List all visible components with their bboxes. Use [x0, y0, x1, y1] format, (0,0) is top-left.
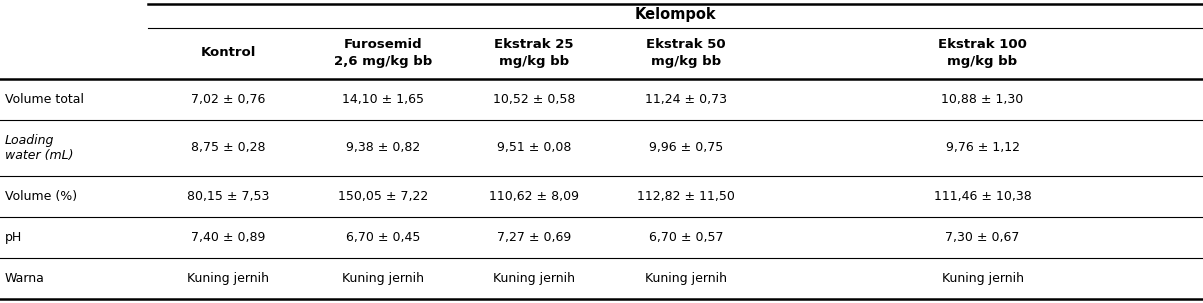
Text: Volume total: Volume total: [5, 93, 84, 106]
Text: 9,38 ± 0,82: 9,38 ± 0,82: [346, 142, 420, 155]
Text: 8,75 ± 0,28: 8,75 ± 0,28: [191, 142, 265, 155]
Text: 10,52 ± 0,58: 10,52 ± 0,58: [493, 93, 575, 106]
Text: Kuning jernih: Kuning jernih: [942, 272, 1024, 285]
Text: 7,40 ± 0,89: 7,40 ± 0,89: [191, 231, 265, 244]
Text: Furosemid
2,6 mg/kg bb: Furosemid 2,6 mg/kg bb: [334, 38, 432, 68]
Text: 80,15 ± 7,53: 80,15 ± 7,53: [186, 190, 269, 203]
Text: Kontrol: Kontrol: [201, 46, 256, 59]
Text: Kelompok: Kelompok: [635, 6, 716, 22]
Text: Kuning jernih: Kuning jernih: [645, 272, 727, 285]
Text: 14,10 ± 1,65: 14,10 ± 1,65: [342, 93, 423, 106]
Text: pH: pH: [5, 231, 22, 244]
Text: 6,70 ± 0,57: 6,70 ± 0,57: [648, 231, 723, 244]
Text: Kuning jernih: Kuning jernih: [342, 272, 423, 285]
Text: 111,46 ± 10,38: 111,46 ± 10,38: [934, 190, 1031, 203]
Text: Warna: Warna: [5, 272, 45, 285]
Text: Ekstrak 50
mg/kg bb: Ekstrak 50 mg/kg bb: [646, 38, 725, 68]
Text: 9,96 ± 0,75: 9,96 ± 0,75: [648, 142, 723, 155]
Text: Kuning jernih: Kuning jernih: [186, 272, 269, 285]
Text: 7,02 ± 0,76: 7,02 ± 0,76: [191, 93, 265, 106]
Text: Kuning jernih: Kuning jernih: [493, 272, 575, 285]
Text: 150,05 ± 7,22: 150,05 ± 7,22: [338, 190, 428, 203]
Text: 11,24 ± 0,73: 11,24 ± 0,73: [645, 93, 727, 106]
Text: 7,27 ± 0,69: 7,27 ± 0,69: [497, 231, 571, 244]
Text: Volume (%): Volume (%): [5, 190, 77, 203]
Text: Ekstrak 100
mg/kg bb: Ekstrak 100 mg/kg bb: [938, 38, 1027, 68]
Text: Loading
water (mL): Loading water (mL): [5, 134, 73, 162]
Text: 7,30 ± 0,67: 7,30 ± 0,67: [946, 231, 1020, 244]
Text: 112,82 ± 11,50: 112,82 ± 11,50: [638, 190, 735, 203]
Text: 10,88 ± 1,30: 10,88 ± 1,30: [942, 93, 1024, 106]
Text: 9,76 ± 1,12: 9,76 ± 1,12: [946, 142, 1019, 155]
Text: 110,62 ± 8,09: 110,62 ± 8,09: [488, 190, 579, 203]
Text: Ekstrak 25
mg/kg bb: Ekstrak 25 mg/kg bb: [494, 38, 574, 68]
Text: 6,70 ± 0,45: 6,70 ± 0,45: [345, 231, 420, 244]
Text: 9,51 ± 0,08: 9,51 ± 0,08: [497, 142, 571, 155]
